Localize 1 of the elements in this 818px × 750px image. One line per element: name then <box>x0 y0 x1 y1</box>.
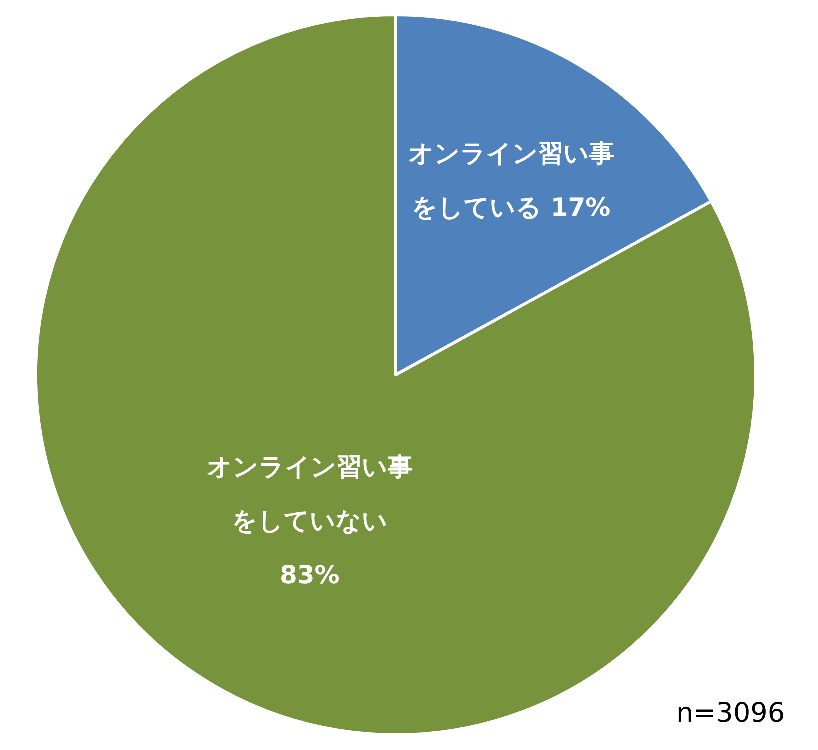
annotation: n=3096 <box>676 698 785 729</box>
